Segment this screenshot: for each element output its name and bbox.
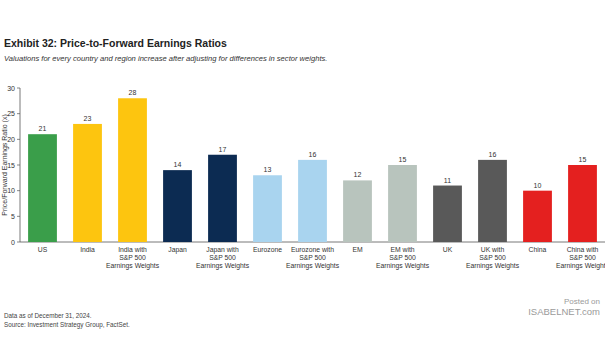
data-label: 16 [309, 151, 317, 158]
category-label-line: UK with [481, 246, 505, 253]
category-label-line: S&P 500 [479, 254, 506, 261]
category-label: Japan [168, 246, 187, 254]
category-label: China [529, 246, 547, 253]
tick-mark [17, 190, 20, 191]
bar [118, 98, 147, 242]
bar [163, 170, 192, 242]
category-label-line: Japan [168, 246, 187, 254]
bar [73, 124, 102, 242]
tick-mark [17, 216, 20, 217]
data-label: 17 [219, 146, 227, 153]
data-label: 23 [84, 115, 92, 122]
bar [523, 191, 552, 242]
tick-mark [17, 113, 20, 114]
category-label: Eurozone [253, 246, 282, 253]
category-label: EM withS&P 500Earnings Weights [376, 246, 430, 270]
watermark: Posted on [564, 297, 600, 306]
bar [568, 165, 597, 242]
category-label-line: S&P 500 [389, 254, 416, 261]
category-label-line: Earnings Weights [286, 262, 340, 270]
tick-mark [17, 139, 20, 140]
category-label: Japan withS&P 500Earnings Weights [196, 246, 250, 270]
data-label: 15 [399, 156, 407, 163]
tick-mark [17, 88, 20, 89]
tick-label: 30 [7, 85, 15, 92]
category-label: India withS&P 500Earnings Weights [106, 246, 160, 270]
y-axis-line [20, 88, 21, 242]
tick-label: 0 [11, 239, 15, 246]
category-label-line: Earnings Weights [376, 262, 430, 270]
chart: Exhibit 32: Price-to-Forward Earnings Ra… [0, 0, 605, 341]
category-label-line: Earnings Weights [556, 262, 605, 270]
category-label-line: Japan with [206, 246, 239, 254]
data-label: 15 [579, 156, 587, 163]
category-label: US [38, 246, 48, 253]
category-label-line: Earnings Weights [196, 262, 250, 270]
data-label: 12 [354, 171, 362, 178]
category-label-line: S&P 500 [299, 254, 326, 261]
data-label: 13 [264, 166, 272, 173]
page: {"chart_data": {"type": "bar", "title": … [0, 0, 605, 341]
category-label: Eurozone withS&P 500Earnings Weights [286, 246, 340, 270]
category-label-line: EM [352, 246, 363, 253]
title: Exhibit 32: Price-to-Forward Earnings Ra… [4, 37, 227, 49]
category-label-line: Earnings Weights [466, 262, 520, 270]
footnote: Source: Investment Strategy Group, FactS… [4, 321, 130, 329]
category-label: UK withS&P 500Earnings Weights [466, 246, 520, 270]
category-label: UK [443, 246, 453, 253]
category-label-line: India [80, 246, 95, 253]
tick-mark [17, 165, 20, 166]
category-label: India [80, 246, 95, 253]
tick-mark [17, 242, 20, 243]
bar [28, 134, 57, 242]
category-label-line: EM with [390, 246, 414, 253]
bar [253, 175, 282, 242]
data-label: 28 [129, 89, 137, 96]
tick-label: 20 [7, 136, 15, 143]
tick-label: 15 [7, 162, 15, 169]
category-label-line: S&P 500 [209, 254, 236, 261]
bar [478, 160, 507, 242]
category-label-line: UK [443, 246, 453, 253]
category-label-line: China [529, 246, 547, 253]
category-label: EM [352, 246, 363, 253]
category-label-line: India with [118, 246, 147, 253]
category-label-line: China with [567, 246, 599, 253]
category-label-line: Earnings Weights [106, 262, 160, 270]
watermark: ISABELNET.com [528, 306, 600, 317]
category-label-line: Eurozone with [291, 246, 334, 253]
category-label-line: S&P 500 [569, 254, 596, 261]
data-label: 16 [489, 151, 497, 158]
data-label: 10 [534, 182, 542, 189]
data-label: 11 [444, 177, 451, 184]
data-label: 14 [174, 161, 182, 168]
subtitle: Valuations for every country and region … [4, 54, 327, 63]
tick-label: 25 [7, 110, 15, 117]
bar [343, 180, 372, 242]
category-label-line: US [38, 246, 48, 253]
bars [28, 98, 597, 242]
category-label: China withS&P 500Earnings Weights [556, 246, 605, 270]
tick-label: 5 [11, 213, 15, 220]
background [0, 0, 605, 341]
category-label-line: S&P 500 [119, 254, 146, 261]
bar [433, 186, 462, 242]
category-label-line: Eurozone [253, 246, 282, 253]
bar [388, 165, 417, 242]
tick-label: 10 [7, 187, 15, 194]
footnote: Data as of December 31, 2024. [4, 312, 92, 319]
bar [208, 155, 237, 242]
data-label: 21 [39, 125, 47, 132]
bar [298, 160, 327, 242]
